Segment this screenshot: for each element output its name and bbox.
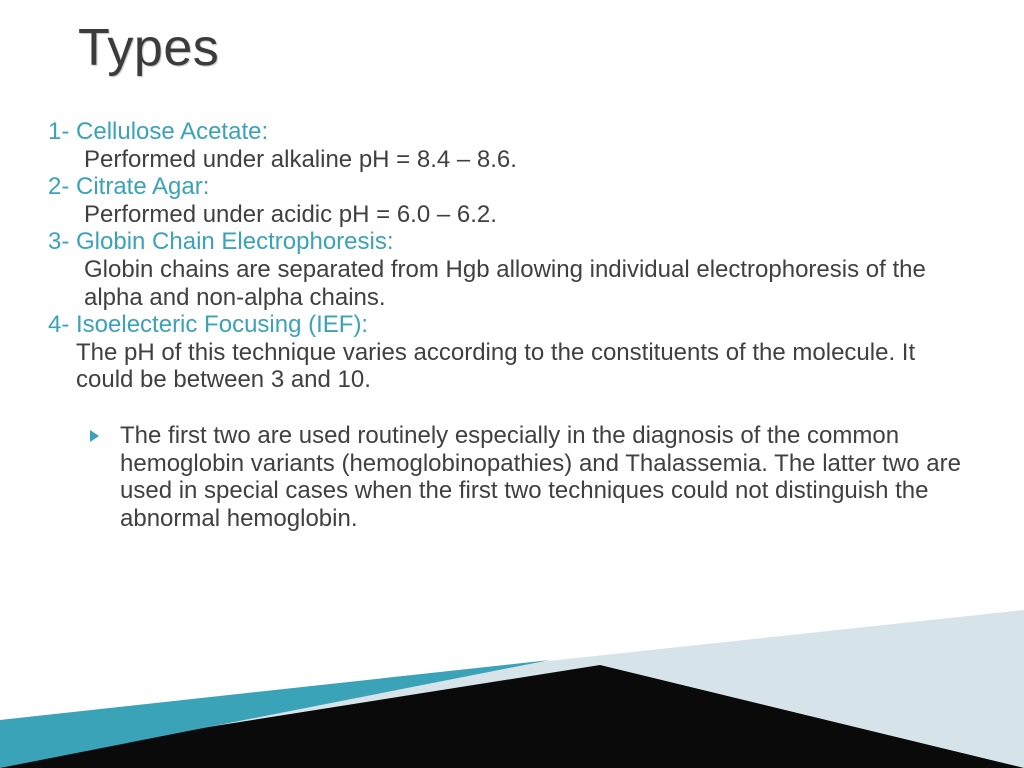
item-2: 2- Citrate Agar: Performed under acidic …: [48, 173, 964, 228]
deco-teal-poly: [0, 660, 550, 768]
slide-title: Types: [78, 18, 219, 78]
item-2-body: Performed under acidic pH = 6.0 – 6.2.: [48, 201, 964, 229]
item-3-body: Globin chains are separated from Hgb all…: [48, 256, 964, 311]
corner-decoration: [0, 608, 1024, 768]
triangle-bullet-icon: [90, 430, 99, 442]
summary-bullet: The first two are used routinely especia…: [48, 422, 964, 532]
item-1-body: Performed under alkaline pH = 8.4 – 8.6.: [48, 146, 964, 174]
slide: Types 1- Cellulose Acetate: Performed un…: [0, 0, 1024, 768]
item-1: 1- Cellulose Acetate: Performed under al…: [48, 118, 964, 173]
content-area: 1- Cellulose Acetate: Performed under al…: [48, 118, 964, 532]
deco-black-poly: [0, 665, 1024, 768]
item-1-heading: 1- Cellulose Acetate:: [48, 118, 964, 146]
item-4-heading: 4- Isoelecteric Focusing (IEF):: [48, 311, 964, 339]
item-3: 3- Globin Chain Electrophoresis: Globin …: [48, 228, 964, 311]
deco-light-poly: [0, 610, 1024, 768]
item-4: 4- Isoelecteric Focusing (IEF): The pH o…: [48, 311, 964, 394]
item-3-heading: 3- Globin Chain Electrophoresis:: [48, 228, 964, 256]
item-4-body: The pH of this technique varies accordin…: [48, 339, 964, 394]
item-2-heading: 2- Citrate Agar:: [48, 173, 964, 201]
summary-bullet-text: The first two are used routinely especia…: [120, 422, 964, 532]
